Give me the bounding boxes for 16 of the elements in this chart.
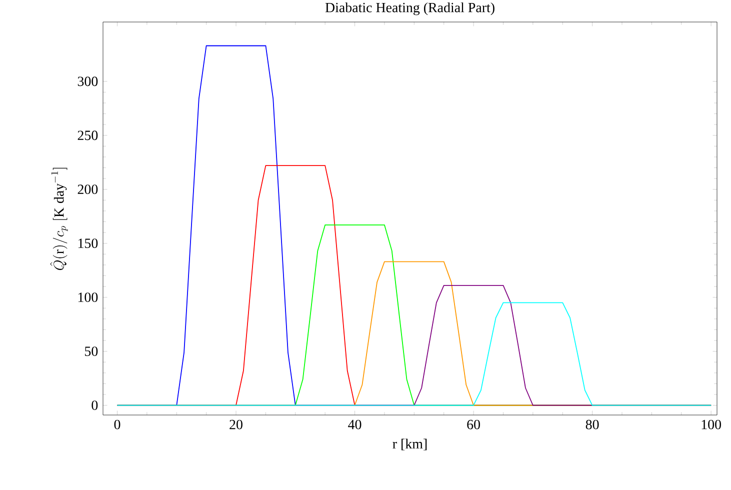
y-tick-label: 100: [78, 292, 98, 302]
y-axis-title: $\hat{Q}(\mathrm{r})/c_p\;[\mathrm{K\;day}^{-1}]$: [50, 168, 68, 270]
x-axis-title: r [km]: [392, 438, 427, 450]
y-tick-label: 50: [85, 346, 98, 356]
chart-title: Diabatic Heating (Radial Part): [325, 2, 494, 16]
y-tick-label: 150: [78, 238, 98, 248]
y-tick-label: 200: [78, 184, 98, 194]
y-tick-label: 0: [92, 400, 98, 410]
x-tick-label: 60: [467, 420, 480, 430]
y-tick-label: 300: [78, 76, 98, 86]
x-tick-label: 20: [230, 420, 242, 430]
x-tick-label: 0: [114, 420, 120, 430]
y-tick-label: 250: [78, 130, 98, 140]
x-tick-label: 100: [702, 420, 721, 430]
x-tick-label: 80: [586, 420, 599, 430]
x-tick-label: 40: [348, 420, 362, 430]
